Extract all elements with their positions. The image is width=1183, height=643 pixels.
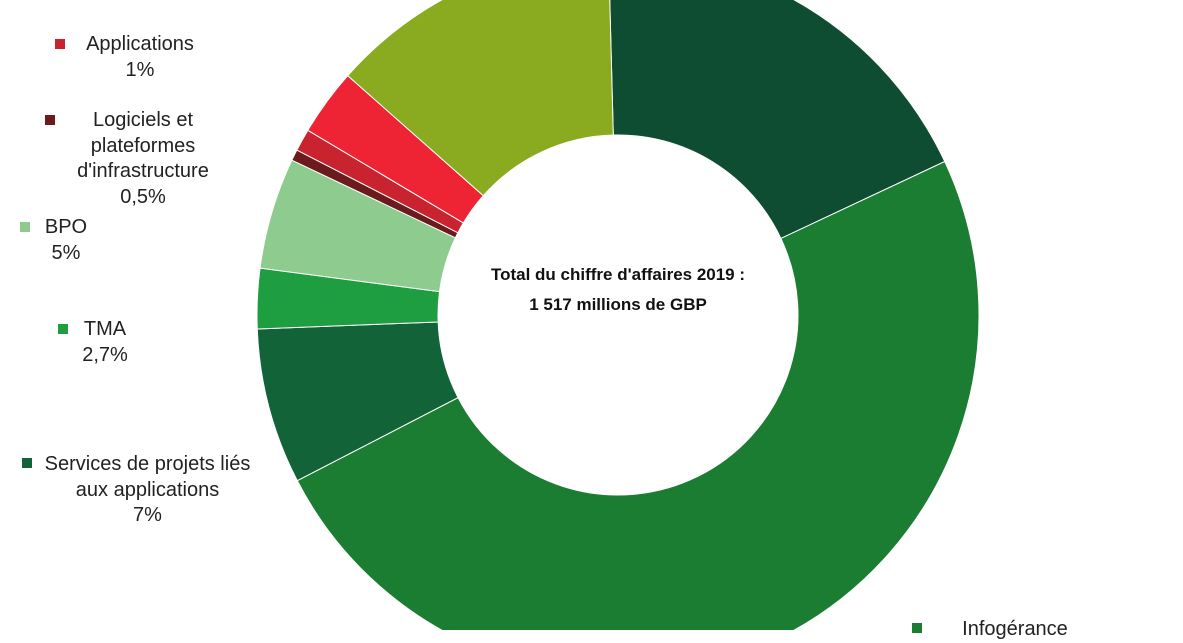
value-label: 1% — [125, 58, 155, 81]
value-label: 0,5% — [120, 185, 166, 208]
legend-marker — [20, 222, 30, 232]
segment-label: TMA 2,7% — [70, 317, 140, 368]
center-text: Total du chiffre d'affaires 2019 : — [490, 265, 746, 284]
legend-marker — [45, 115, 55, 125]
chart — [256, 0, 980, 630]
legend-marker — [58, 324, 68, 334]
value-label: 2,7% — [82, 343, 128, 366]
value-label: 7% — [133, 504, 162, 526]
page: Total du chiffre d'affaires 2019 : 1 517… — [20, 0, 1068, 640]
segment-label: Services de projets liés aux application… — [40, 452, 255, 529]
segment-label: BPO 5% — [36, 215, 96, 266]
center-text: 1 517 millions de GBP — [529, 295, 707, 314]
donut-segment — [296, 160, 980, 630]
category-label: BPO — [44, 216, 88, 238]
category-label: TMA — [83, 318, 127, 340]
segment-label: Logiciels et plateformes d'infrastructur… — [58, 108, 228, 210]
category-label: Applications — [86, 33, 194, 55]
legend-marker — [912, 623, 922, 633]
donut-segment — [347, 0, 614, 197]
donut-segment — [609, 0, 946, 240]
value-label: 5% — [51, 241, 81, 264]
category-label: Logiciels et plateformes d'infrastructur… — [77, 109, 209, 182]
segment-label: Applications 1% — [60, 32, 220, 83]
legend-marker — [55, 39, 65, 49]
legend-marker — [22, 458, 32, 468]
category-label: Services de projets liés aux application… — [44, 453, 251, 501]
